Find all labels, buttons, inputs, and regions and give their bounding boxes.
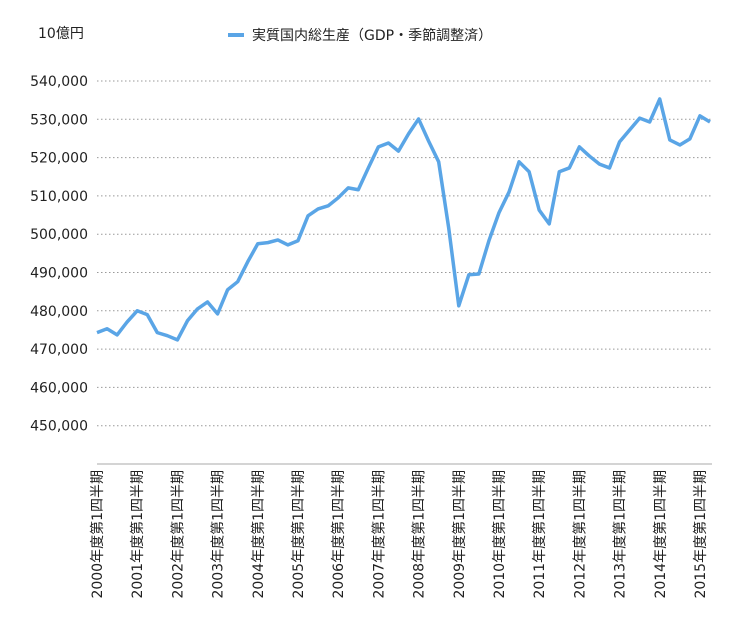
- x-tick-label: 2005年度第1四半期: [290, 470, 307, 599]
- x-tick-label: 2007年度第1四半期: [370, 470, 387, 599]
- unit-label: 10億円: [38, 26, 84, 42]
- x-tick-label: 2008年度第1四半期: [411, 470, 428, 599]
- y-tick-label: 490,000: [30, 266, 88, 282]
- y-tick-label: 530,000: [30, 112, 88, 128]
- y-tick-label: 460,000: [30, 380, 88, 396]
- y-tick-label: 500,000: [30, 227, 88, 243]
- y-tick-label: 450,000: [30, 419, 88, 435]
- y-tick-label: 480,000: [30, 304, 88, 320]
- y-tick-label: 470,000: [30, 342, 88, 358]
- y-tick-label: 520,000: [30, 151, 88, 167]
- x-tick-label: 2001年度第1四半期: [129, 470, 146, 599]
- x-tick-label: 2009年度第1四半期: [451, 470, 468, 599]
- line: [96, 97, 711, 342]
- x-tick-label: 2003年度第1四半期: [210, 470, 227, 599]
- x-tick-label: 2012年度第1四半期: [571, 470, 588, 599]
- y-tick-label: 540,000: [30, 74, 88, 90]
- x-tick-label: 2000年度第1四半期: [89, 470, 106, 599]
- x-tick-label: 2004年度第1四半期: [250, 470, 267, 599]
- x-tick-label: 2014年度第1四半期: [652, 470, 669, 599]
- x-tick-label: 2013年度第1四半期: [612, 470, 629, 599]
- x-tick-label: 2002年度第1四半期: [169, 470, 186, 599]
- legend-label: 実質国内総生産（GDP・季節調整済）: [252, 27, 492, 44]
- x-tick-label: 2011年度第1四半期: [531, 470, 548, 599]
- x-tick-label: 2010年度第1四半期: [491, 470, 508, 599]
- y-tick-label: 510,000: [30, 189, 88, 205]
- x-tick-label: 2015年度第1四半期: [692, 470, 709, 599]
- x-tick-label: 2006年度第1四半期: [330, 470, 347, 599]
